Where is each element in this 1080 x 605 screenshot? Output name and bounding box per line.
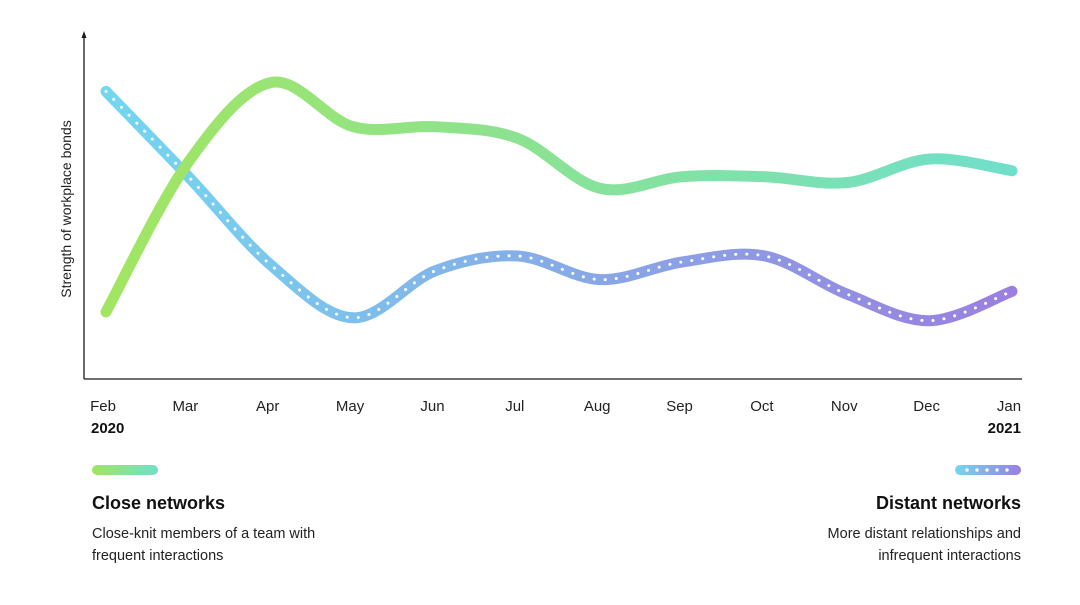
distant-networks-dots — [104, 89, 1014, 323]
x-tick-label-nov: Nov — [831, 398, 858, 415]
x-tick-label-jul: Jul — [505, 398, 524, 415]
year-end-label: 2021 — [988, 420, 1021, 437]
x-tick-label-apr: Apr — [256, 398, 279, 415]
x-tick-label-oct: Oct — [750, 398, 774, 415]
x-tick-label-jun: Jun — [420, 398, 444, 415]
close-networks-swatch — [92, 465, 158, 475]
distant-networks-description: More distant relationships and infrequen… — [827, 526, 1021, 564]
distant-networks-line — [100, 85, 1018, 327]
x-tick-label-may: May — [336, 398, 365, 415]
distant-networks-title: Distant networks — [875, 493, 1021, 513]
close-networks-description: Close-knit members of a team with freque… — [92, 526, 316, 564]
year-start-label: 2020 — [91, 420, 124, 437]
x-axis-ticks: Feb Mar Apr May Jun Jul Aug Sep Oct Nov Dec Jan — [90, 398, 1021, 415]
series-layer — [100, 76, 1018, 327]
x-tick-label-jan: Jan — [997, 398, 1021, 415]
y-axis-label: Strength of workplace bonds — [58, 120, 74, 297]
close-networks-title: Close networks — [92, 493, 226, 513]
y-axis-arrow-icon — [81, 31, 87, 38]
x-tick-label-feb: Feb — [90, 398, 116, 415]
x-tick-label-sep: Sep — [666, 398, 693, 415]
axes: Strength of workplace bonds — [58, 31, 1022, 380]
x-tick-label-dec: Dec — [913, 398, 940, 415]
legend-close-networks: Close networks Close-knit members of a t… — [92, 462, 422, 567]
close-networks-line — [100, 76, 1018, 318]
legend-distant-networks: Distant networks More distant relationsh… — [691, 462, 1021, 567]
x-tick-label-mar: Mar — [172, 398, 198, 415]
x-tick-label-aug: Aug — [584, 398, 611, 415]
distant-networks-swatch-dots — [962, 468, 1014, 472]
line-chart: Strength of workplace bonds Feb Mar Apr May… — [58, 31, 1022, 437]
distant-networks-swatch — [955, 465, 1021, 475]
